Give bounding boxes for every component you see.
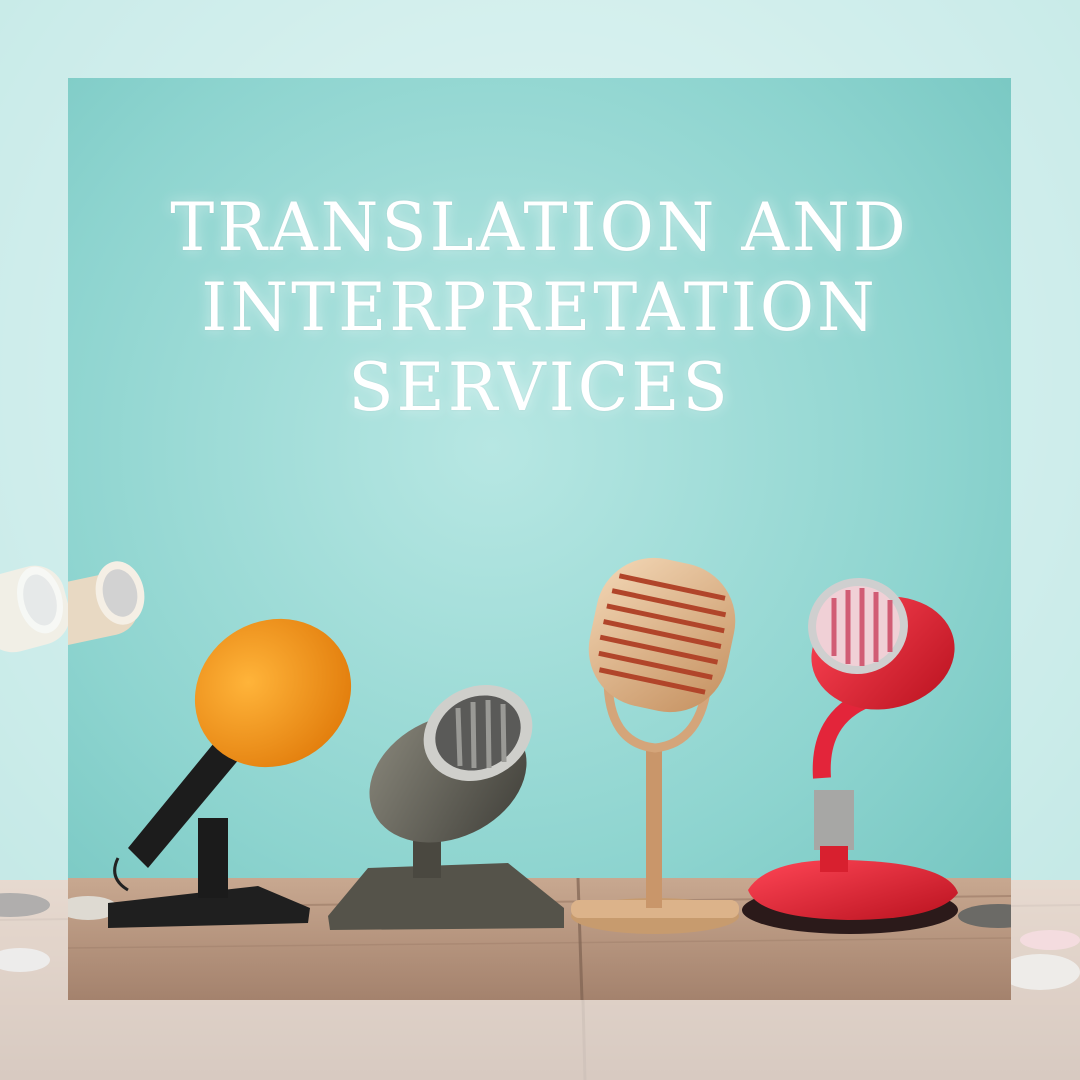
microphone-vintage-gray-icon (328, 685, 564, 930)
cream-microphone-icon (68, 561, 145, 920)
title-line-2: INTERPRETATION (201, 269, 878, 346)
title-line-1: TRANSLATION AND (170, 189, 909, 266)
page-title: TRANSLATION AND INTERPRETATION SERVICES (68, 188, 1011, 428)
photo-panel (68, 78, 1011, 1000)
microphone-vintage-red-icon (742, 577, 958, 934)
title-line-3: SERVICES (348, 349, 731, 426)
microphone-vintage-gold-icon (571, 557, 739, 934)
microphone-orange-foam-icon (108, 618, 352, 928)
microphones-photo (68, 78, 1011, 1000)
